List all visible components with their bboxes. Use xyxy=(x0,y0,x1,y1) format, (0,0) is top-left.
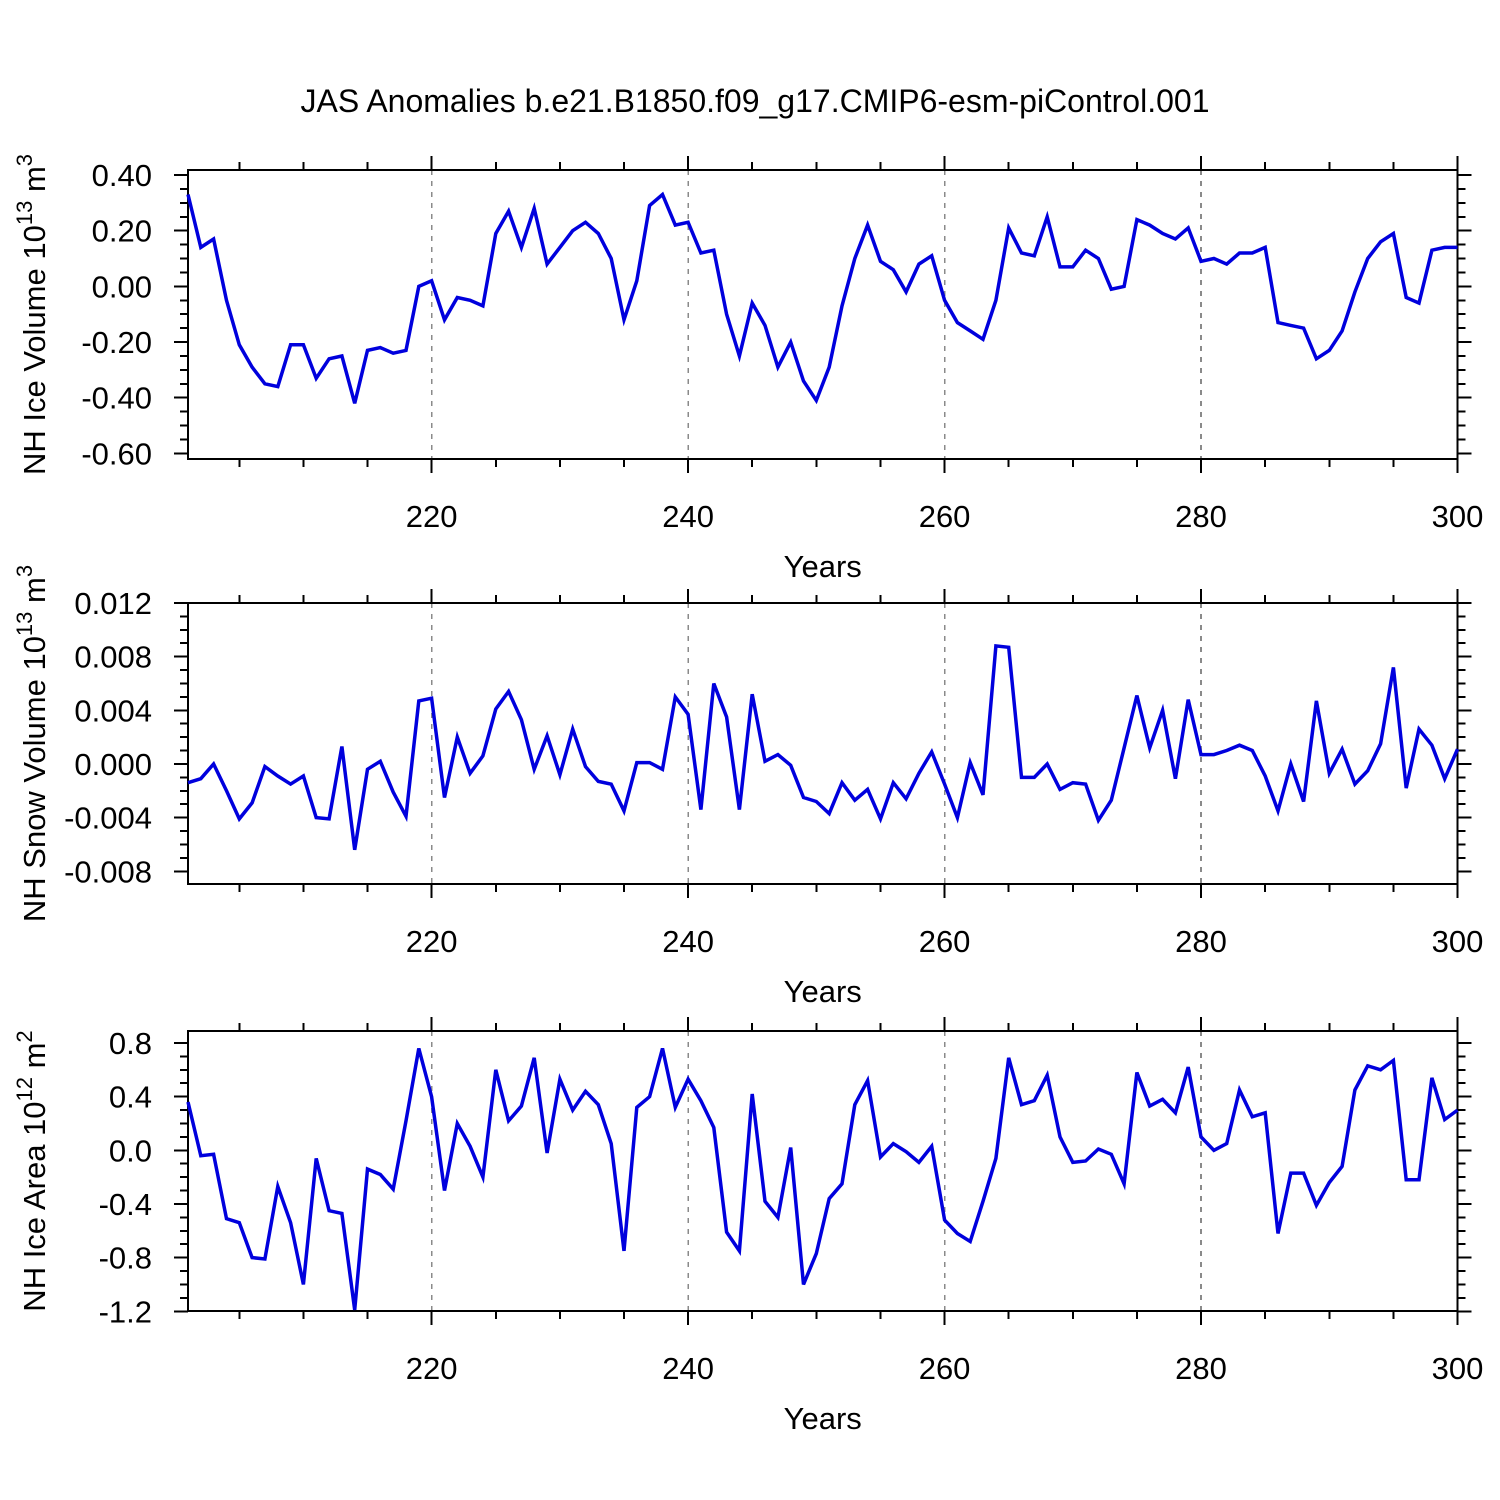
y-tick-label: 0.40 xyxy=(92,158,152,193)
y-tick-label: 0.012 xyxy=(74,586,152,621)
x-tick-label: 260 xyxy=(919,924,971,959)
y-tick-label: -0.004 xyxy=(64,801,152,836)
y-tick-label: -0.4 xyxy=(99,1187,152,1222)
x-tick-label: 240 xyxy=(662,499,714,534)
y-tick-label: -1.2 xyxy=(99,1294,152,1329)
panel-2: 220 240 260 280 300 0.012 0.008 0.004 0.000 -0.00… xyxy=(12,565,1483,1009)
y-tick-label: 0.000 xyxy=(74,747,152,782)
x-tick-label: 220 xyxy=(406,499,458,534)
y-tick-label: 0.4 xyxy=(109,1080,152,1115)
x-axis-label: Years xyxy=(784,1401,862,1436)
x-tick-label: 280 xyxy=(1175,1351,1227,1386)
x-tick-label: 260 xyxy=(919,499,971,534)
x-tick-label: 280 xyxy=(1175,924,1227,959)
x-axis-label: Years xyxy=(784,549,862,584)
x-axis-label: Years xyxy=(784,974,862,1009)
data-line-3 xyxy=(186,1047,1459,1311)
y-tick-label: -0.008 xyxy=(64,854,152,889)
x-tick-label: 280 xyxy=(1175,499,1227,534)
panel-3: 220 240 260 280 300 0.8 0.4 0.0 -0.4 -0.8 -1.2 Year… xyxy=(12,1017,1483,1436)
data-line-2 xyxy=(187,643,1460,851)
x-tick-label: 300 xyxy=(1432,499,1484,534)
y-axis-label: NH Snow Volume 1013 m3 xyxy=(12,565,52,922)
y-tick-label: 0.008 xyxy=(74,640,152,675)
x-tick-label: 300 xyxy=(1432,1351,1484,1386)
y-tick-label: 0.00 xyxy=(92,269,152,304)
y-tick-label: 0.004 xyxy=(74,693,152,728)
y-tick-label: -0.40 xyxy=(81,381,152,416)
plot-frame xyxy=(187,602,1459,885)
y-tick-label: -0.60 xyxy=(81,436,152,471)
plot-frame xyxy=(187,1030,1459,1312)
y-tick-label: -0.8 xyxy=(99,1241,152,1276)
chart-title: JAS Anomalies b.e21.B1850.f09_g17.CMIP6-… xyxy=(301,83,1210,119)
x-tick-label: 260 xyxy=(919,1351,971,1386)
y-axis-label: NH Ice Volume 1013 m3 xyxy=(12,154,52,475)
panel-1: 220 240 260 280 300 0.40 0.20 0.00 -0.20 -0.40 -0.… xyxy=(12,154,1483,584)
x-tick-label: 220 xyxy=(406,924,458,959)
x-tick-label: 220 xyxy=(406,1351,458,1386)
x-tick-label: 300 xyxy=(1432,924,1484,959)
y-tick-label: 0.0 xyxy=(109,1133,152,1168)
y-tick-label: 0.8 xyxy=(109,1026,152,1061)
y-axis-label: NH Ice Area 1012 m2 xyxy=(12,1030,52,1311)
y-tick-label: -0.20 xyxy=(81,325,152,360)
x-tick-label: 240 xyxy=(662,924,714,959)
y-tick-label: 0.20 xyxy=(92,214,152,249)
data-line-1 xyxy=(186,191,1458,405)
x-tick-label: 240 xyxy=(662,1351,714,1386)
